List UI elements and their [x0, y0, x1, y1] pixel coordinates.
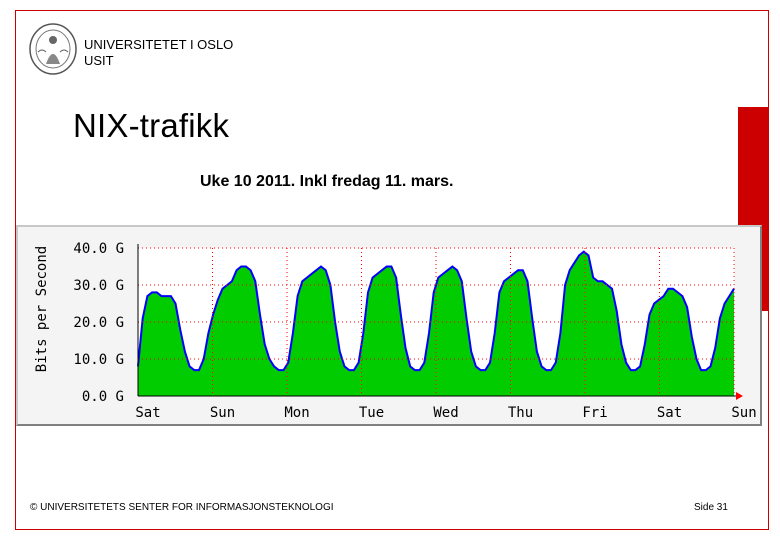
- y-tick-label: 30.0 G: [73, 278, 124, 294]
- x-axis-arrow: [736, 392, 743, 400]
- x-tick-label: Thu: [508, 405, 533, 421]
- traffic-chart: 0.0 G 10.0 G 20.0 G 30.0 G 40.0 G Sat Sun Mon T…: [16, 225, 762, 426]
- university-seal-logo: [29, 23, 77, 75]
- organization-name: UNIVERSITETET I OSLO USIT: [84, 37, 233, 69]
- grid-layer: [137, 244, 743, 400]
- slide-subtitle: Uke 10 2011. Inkl fredag 11. mars.: [200, 173, 454, 190]
- x-tick-label: Sun: [731, 405, 756, 421]
- slide-frame: [15, 10, 769, 530]
- footer-copyright: © UNIVERSITETETS SENTER FOR INFORMASJONS…: [30, 502, 334, 513]
- x-tick-label: Mon: [284, 405, 309, 421]
- x-tick-label: Sat: [657, 405, 682, 421]
- y-tick-labels: 0.0 G 10.0 G 20.0 G 30.0 G 40.0 G: [73, 241, 124, 405]
- x-tick-label: Wed: [433, 405, 458, 421]
- org-line-2: USIT: [84, 53, 114, 68]
- x-tick-label: Fri: [582, 405, 607, 421]
- slide-title: NIX-trafikk: [73, 107, 230, 144]
- traffic-area: [138, 251, 734, 396]
- x-tick-label: Sat: [135, 405, 160, 421]
- footer-page-number: Side 31: [694, 502, 728, 513]
- traffic-chart-svg: 0.0 G 10.0 G 20.0 G 30.0 G 40.0 G Sat Sun Mon T…: [34, 241, 757, 421]
- y-tick-label: 20.0 G: [73, 315, 124, 331]
- y-tick-label: 40.0 G: [73, 241, 124, 257]
- y-tick-label: 10.0 G: [73, 352, 124, 368]
- y-tick-label: 0.0 G: [82, 389, 124, 405]
- x-tick-labels: Sat Sun Mon Tue Wed Thu Fri Sat Sun: [135, 405, 756, 421]
- x-tick-label: Sun: [210, 405, 235, 421]
- plot-area: [137, 248, 735, 396]
- org-line-1: UNIVERSITETET I OSLO: [84, 37, 234, 52]
- x-tick-label: Tue: [359, 405, 384, 421]
- y-axis-label: Bits per Second: [34, 246, 50, 372]
